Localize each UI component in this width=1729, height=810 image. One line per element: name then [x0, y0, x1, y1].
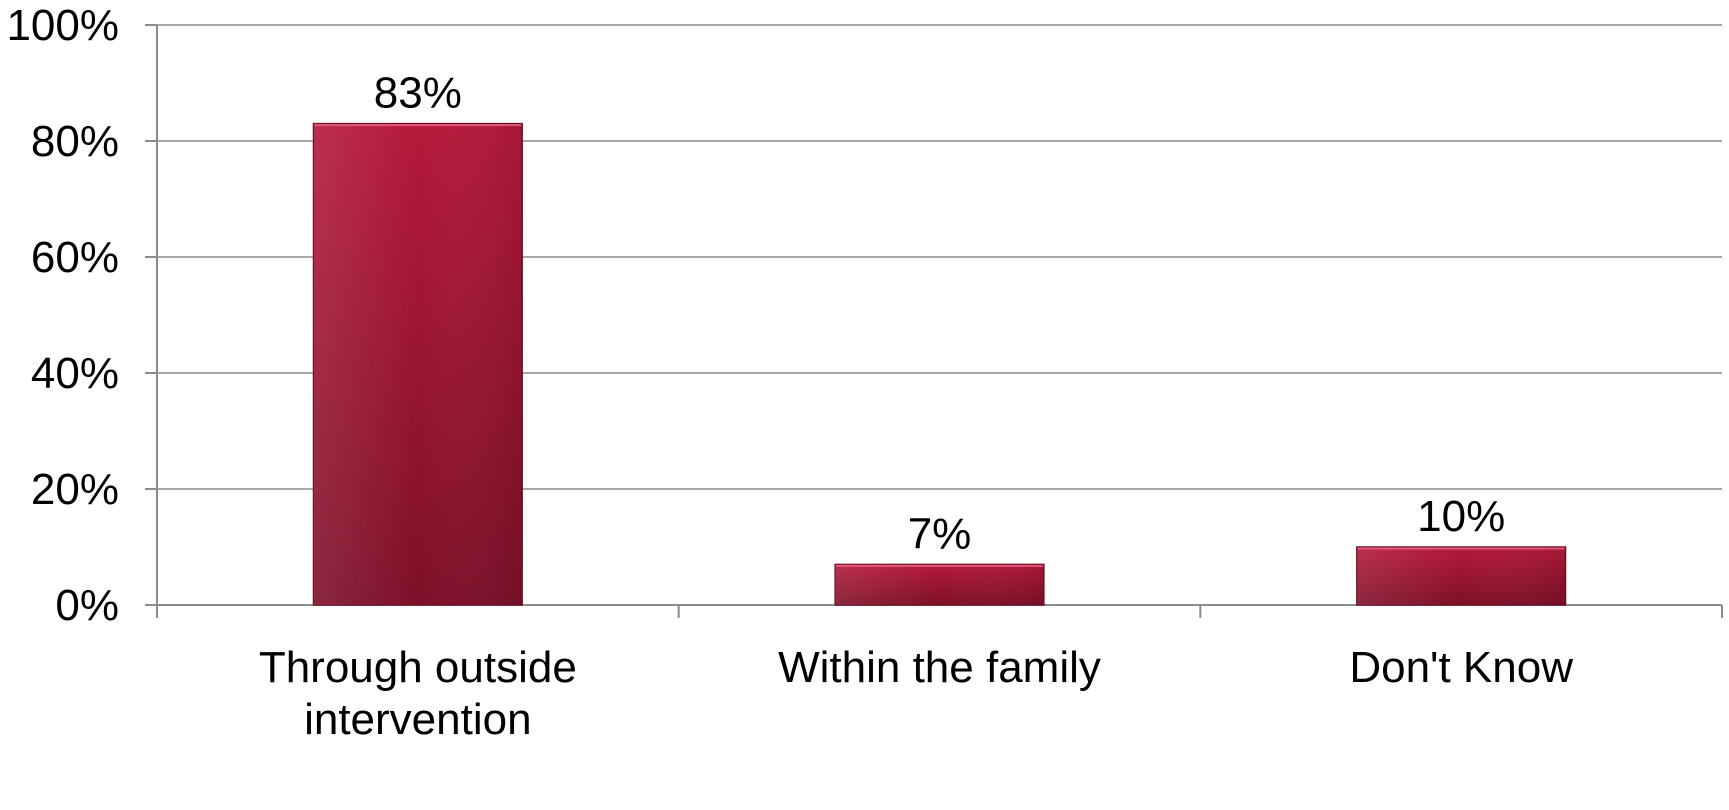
labels: 0% 20% 40% 60% 80% 100% 83% Through outsideinte…	[6, 1, 1573, 744]
y-tick-label: 40%	[31, 349, 119, 398]
bar-shine	[1356, 547, 1566, 605]
y-tick-label: 20%	[31, 465, 119, 514]
y-tick-label: 0%	[55, 581, 119, 630]
bar-shine	[313, 123, 523, 605]
data-label: 10%	[1417, 492, 1505, 541]
y-tick-label: 60%	[31, 233, 119, 282]
bars	[312, 122, 1567, 606]
category-label: intervention	[304, 695, 531, 744]
y-tick-label: 80%	[31, 117, 119, 166]
category-label: Through outside	[259, 643, 577, 692]
y-tick-label: 100%	[6, 1, 119, 50]
bar-shine	[835, 564, 1044, 605]
data-label: 83%	[374, 69, 462, 118]
category-label: Within the family	[778, 643, 1101, 692]
category-label: Don't Know	[1349, 643, 1573, 692]
data-label: 7%	[908, 509, 972, 558]
